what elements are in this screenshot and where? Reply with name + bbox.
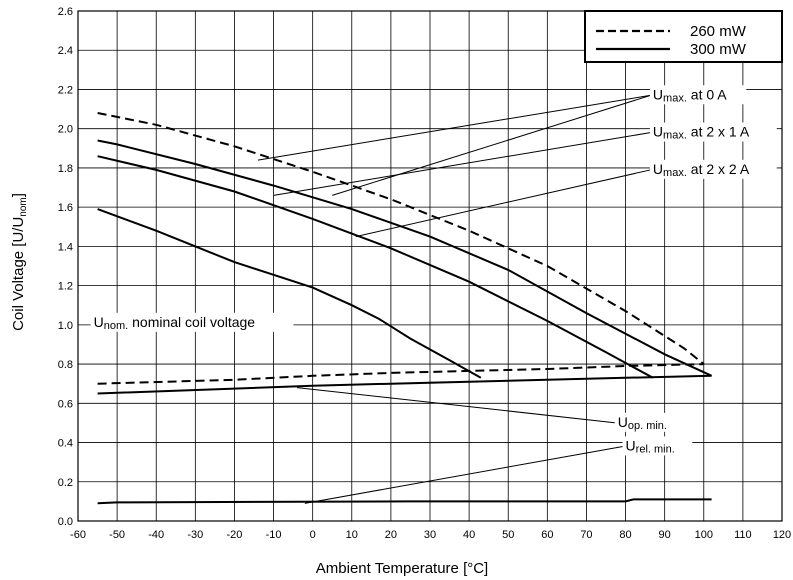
annotation-bg <box>622 436 693 456</box>
y-tick-label: 1.6 <box>58 202 73 214</box>
legend-label-260mw: 260 mW <box>690 23 747 40</box>
annotation-sub: max. <box>663 167 687 179</box>
plot-frame <box>77 10 783 522</box>
annotation-leader <box>355 169 652 238</box>
annotation-bg <box>90 312 294 332</box>
annotation-rest: nominal coil voltage <box>128 314 255 330</box>
annotation-bg <box>614 412 680 432</box>
x-tick-label: -60 <box>70 529 86 541</box>
annotation-main: U <box>618 414 628 430</box>
annotation-leader <box>296 387 616 424</box>
annotation-rest: at 2 x 1 A <box>687 124 750 140</box>
x-tick-label: 10 <box>346 529 358 541</box>
annotation-leader <box>332 94 652 196</box>
annotation-main: U <box>653 86 663 102</box>
annotation-label-5: Uop. min. <box>618 414 667 432</box>
x-tick-label: 40 <box>463 529 475 541</box>
y-tick-label: 1.2 <box>58 281 73 293</box>
y-axis-title-end: ] <box>10 193 27 197</box>
annotation-main: U <box>94 314 104 330</box>
tick-labels: -60 -50 -40 -30 -20 -10 0 10 20 30 40 50 60 70 80 90 100… <box>58 6 791 541</box>
annotation-main: U <box>653 124 663 140</box>
y-tick-label: 0.4 <box>58 438 73 450</box>
y-tick-label: 0.6 <box>58 398 73 410</box>
y-axis-title: Coil Voltage [U/Unom] <box>10 193 29 331</box>
annotation-rest: at 2 x 2 A <box>687 161 750 177</box>
x-tick-label: 0 <box>310 529 316 541</box>
x-tick-label: 90 <box>659 529 671 541</box>
annotation-leader <box>257 94 652 161</box>
annotation-sub: max. <box>663 92 687 104</box>
annotation-bg <box>649 122 777 142</box>
series-line-7 <box>97 498 712 505</box>
y-tick-label: 1.4 <box>58 241 73 253</box>
x-tick-label: 70 <box>580 529 592 541</box>
x-tick-label: -50 <box>109 529 125 541</box>
legend-box <box>584 10 783 63</box>
y-axis-title-main: Coil Voltage [U/U <box>10 217 27 331</box>
annotation-sub: nom. <box>104 320 128 332</box>
x-tick-label: 20 <box>385 529 397 541</box>
x-tick-label: 120 <box>773 529 791 541</box>
legend: 260 mW 300 mW <box>584 10 783 63</box>
y-tick-label: 0.0 <box>58 516 73 528</box>
y-tick-label: 0.8 <box>58 359 73 371</box>
annotation-label-1: Umax. at 0 A <box>653 86 727 104</box>
annotation-main: U <box>626 437 636 453</box>
x-tick-label: 110 <box>734 529 752 541</box>
x-axis-title: Ambient Temperature [°C] <box>316 560 488 577</box>
annotation-bg <box>649 85 747 105</box>
y-axis-title-sub: nom <box>18 197 29 216</box>
x-tick-label: 80 <box>619 529 631 541</box>
annotation-sub: rel. min. <box>636 443 675 455</box>
series-line-2 <box>97 139 713 377</box>
annotation-label-2: Umax. at 2 x 1 A <box>653 124 750 142</box>
x-tick-label: 30 <box>424 529 436 541</box>
x-tick-label: 100 <box>695 529 713 541</box>
annotation-main: U <box>653 161 663 177</box>
series-line-5 <box>97 363 704 385</box>
x-tick-label: 50 <box>502 529 514 541</box>
annotation-label-4: Unom. nominal coil voltage <box>94 314 256 332</box>
y-tick-label: 1.0 <box>58 320 73 332</box>
annotation-label-3: Umax. at 2 x 2 A <box>653 161 750 179</box>
y-tick-label: 2.6 <box>58 6 73 18</box>
x-tick-label: -40 <box>148 529 164 541</box>
y-tick-label: 0.2 <box>58 477 73 489</box>
annotation-rest: at 0 A <box>687 86 727 102</box>
series <box>97 112 713 505</box>
y-tick-label: 2.2 <box>58 84 73 96</box>
series-line-6 <box>97 374 712 395</box>
y-tick-label: 1.8 <box>58 163 73 175</box>
annotation-bg <box>649 159 777 179</box>
x-tick-label: -20 <box>226 529 242 541</box>
y-tick-label: 2.4 <box>58 45 73 57</box>
annotation-leader <box>273 132 652 196</box>
series-line-3 <box>97 155 654 379</box>
annotation-sub: max. <box>663 130 687 142</box>
annotation-leader <box>304 445 624 504</box>
annotation-sub: op. min. <box>628 420 667 432</box>
legend-label-300mw: 300 mW <box>690 41 747 58</box>
x-tick-label: -10 <box>266 529 282 541</box>
x-tick-label: -30 <box>187 529 203 541</box>
annotation-label-6: Urel. min. <box>626 437 675 455</box>
x-tick-label: 60 <box>541 529 553 541</box>
series-line-4 <box>97 208 482 379</box>
series-line-1 <box>97 112 705 365</box>
y-tick-label: 2.0 <box>58 124 73 136</box>
